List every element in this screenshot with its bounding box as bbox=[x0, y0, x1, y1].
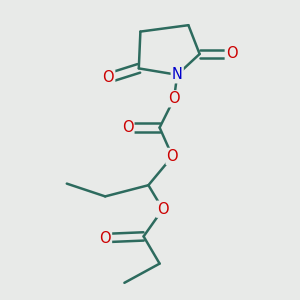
Text: O: O bbox=[167, 149, 178, 164]
Text: O: O bbox=[122, 120, 134, 135]
Text: O: O bbox=[168, 91, 180, 106]
Text: O: O bbox=[103, 70, 114, 86]
Text: O: O bbox=[157, 202, 169, 217]
Text: O: O bbox=[99, 230, 111, 245]
Text: N: N bbox=[172, 67, 183, 82]
Text: O: O bbox=[226, 46, 237, 62]
